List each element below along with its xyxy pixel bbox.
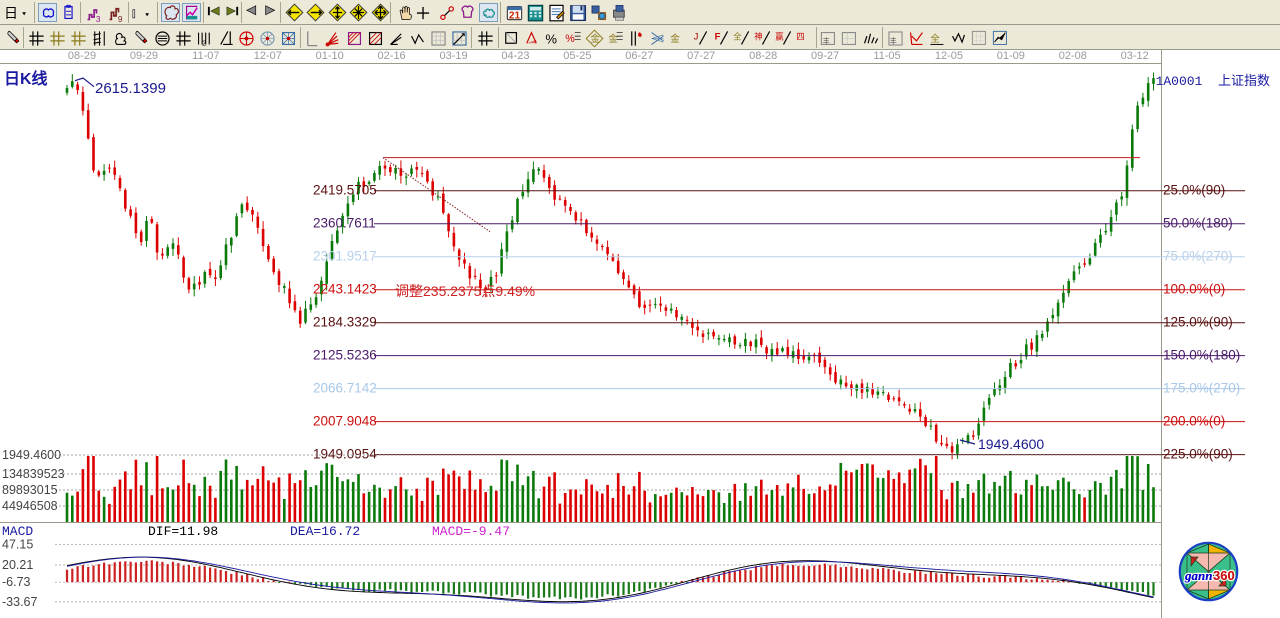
svg-text:2184.3329: 2184.3329 bbox=[313, 315, 377, 330]
svg-text:gann: gann bbox=[1184, 568, 1212, 583]
svg-text:20.21: 20.21 bbox=[2, 558, 33, 572]
svg-text:F: F bbox=[715, 32, 721, 43]
svg-text:日: 日 bbox=[4, 5, 18, 21]
svg-text:丰: 丰 bbox=[890, 36, 897, 45]
svg-text:200.0%(0): 200.0%(0) bbox=[1163, 414, 1225, 429]
svg-text:全: 全 bbox=[733, 32, 742, 42]
svg-text:2: 2 bbox=[202, 40, 206, 48]
svg-text:2419.5705: 2419.5705 bbox=[313, 183, 377, 198]
svg-text:9: 9 bbox=[118, 14, 123, 23]
svg-text:四: 四 bbox=[796, 32, 804, 42]
svg-text:%: % bbox=[565, 33, 575, 45]
svg-text:全: 全 bbox=[930, 33, 940, 45]
svg-text:3: 3 bbox=[96, 14, 101, 23]
svg-text:2243.1423: 2243.1423 bbox=[313, 282, 377, 297]
svg-text:金: 金 bbox=[670, 33, 680, 45]
svg-text:2301.9517: 2301.9517 bbox=[313, 249, 377, 264]
svg-text:J: J bbox=[694, 32, 699, 43]
svg-text:丰: 丰 bbox=[823, 36, 830, 45]
svg-text:50.0%(180): 50.0%(180) bbox=[1163, 216, 1233, 231]
svg-text:赢: 赢 bbox=[775, 32, 783, 42]
svg-text:神: 神 bbox=[754, 32, 762, 42]
svg-text:2125.5236: 2125.5236 bbox=[313, 348, 377, 363]
svg-text:金: 金 bbox=[608, 33, 618, 45]
svg-text:360: 360 bbox=[1213, 568, 1235, 583]
svg-text:2360.7611: 2360.7611 bbox=[313, 216, 376, 231]
svg-text:100.0%(0): 100.0%(0) bbox=[1163, 282, 1225, 297]
svg-text:44946508: 44946508 bbox=[2, 499, 58, 513]
svg-text:75.0%(270): 75.0%(270) bbox=[1163, 249, 1233, 264]
svg-text:25.0%(90): 25.0%(90) bbox=[1163, 183, 1225, 198]
svg-text:150.0%(180): 150.0%(180) bbox=[1163, 348, 1240, 363]
svg-text:2615.1399: 2615.1399 bbox=[95, 80, 166, 97]
svg-text:%: % bbox=[545, 31, 557, 46]
svg-text:134839523: 134839523 bbox=[2, 467, 65, 481]
svg-text:2066.7142: 2066.7142 bbox=[313, 381, 377, 396]
svg-text:21: 21 bbox=[509, 10, 521, 21]
svg-text:89893015: 89893015 bbox=[2, 483, 58, 497]
svg-text:金: 金 bbox=[590, 33, 600, 45]
svg-text:调整235.2375点9.49%: 调整235.2375点9.49% bbox=[395, 283, 535, 299]
svg-text:-6.73: -6.73 bbox=[2, 575, 31, 589]
svg-text:-33.67: -33.67 bbox=[2, 595, 37, 609]
svg-text:125.0%(90): 125.0%(90) bbox=[1163, 315, 1233, 330]
svg-text:175.0%(270): 175.0%(270) bbox=[1163, 381, 1240, 396]
svg-text:47.15: 47.15 bbox=[2, 538, 33, 552]
svg-text:2007.9048: 2007.9048 bbox=[313, 414, 377, 429]
svg-text:1949.4600: 1949.4600 bbox=[2, 448, 61, 462]
